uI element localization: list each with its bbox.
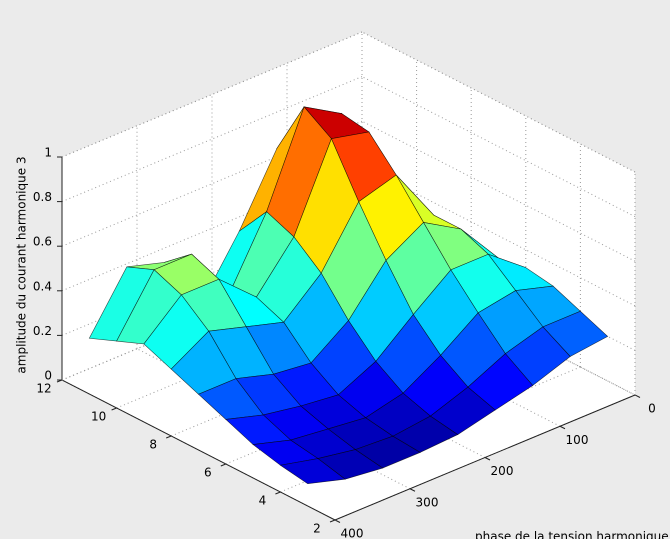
- x-tick-label: 400: [341, 527, 364, 539]
- axis-line: [61, 379, 336, 521]
- tick-mark: [409, 488, 416, 492]
- x-axis-label: phase de la tension harmonique 3: [475, 530, 670, 539]
- surface-patch: [279, 458, 346, 485]
- z-tick-label: 1: [44, 146, 52, 160]
- z-tick-label: 0.4: [33, 279, 52, 293]
- y-tick-label: 2: [313, 522, 321, 536]
- y-tick-label: 6: [204, 466, 212, 480]
- y-tick-label: 8: [149, 438, 157, 452]
- axis-line: [334, 394, 636, 521]
- x-tick-label: 100: [566, 433, 589, 447]
- tick-mark: [275, 491, 281, 495]
- z-tick-label: 0.8: [33, 190, 52, 204]
- tick-mark: [220, 463, 226, 467]
- z-tick-label: 0.6: [33, 235, 52, 249]
- tick-mark: [329, 519, 336, 523]
- tick-mark: [334, 519, 341, 523]
- y-tick-label: 10: [91, 410, 106, 424]
- tick-mark: [111, 407, 117, 411]
- x-tick-label: 300: [416, 495, 439, 509]
- z-tick-label: 0.2: [33, 324, 52, 338]
- y-tick-label: 12: [36, 382, 51, 396]
- tick-mark: [634, 394, 641, 398]
- x-tick-label: 200: [491, 464, 514, 478]
- tick-mark: [559, 425, 566, 430]
- z-tick-label: 0: [44, 369, 52, 383]
- tick-mark: [166, 435, 172, 439]
- y-tick-label: 4: [259, 494, 267, 508]
- tick-mark: [484, 457, 491, 461]
- x-tick-label: 0: [648, 402, 656, 416]
- z-axis-label: amplitude du courant harmonique 3: [15, 156, 29, 373]
